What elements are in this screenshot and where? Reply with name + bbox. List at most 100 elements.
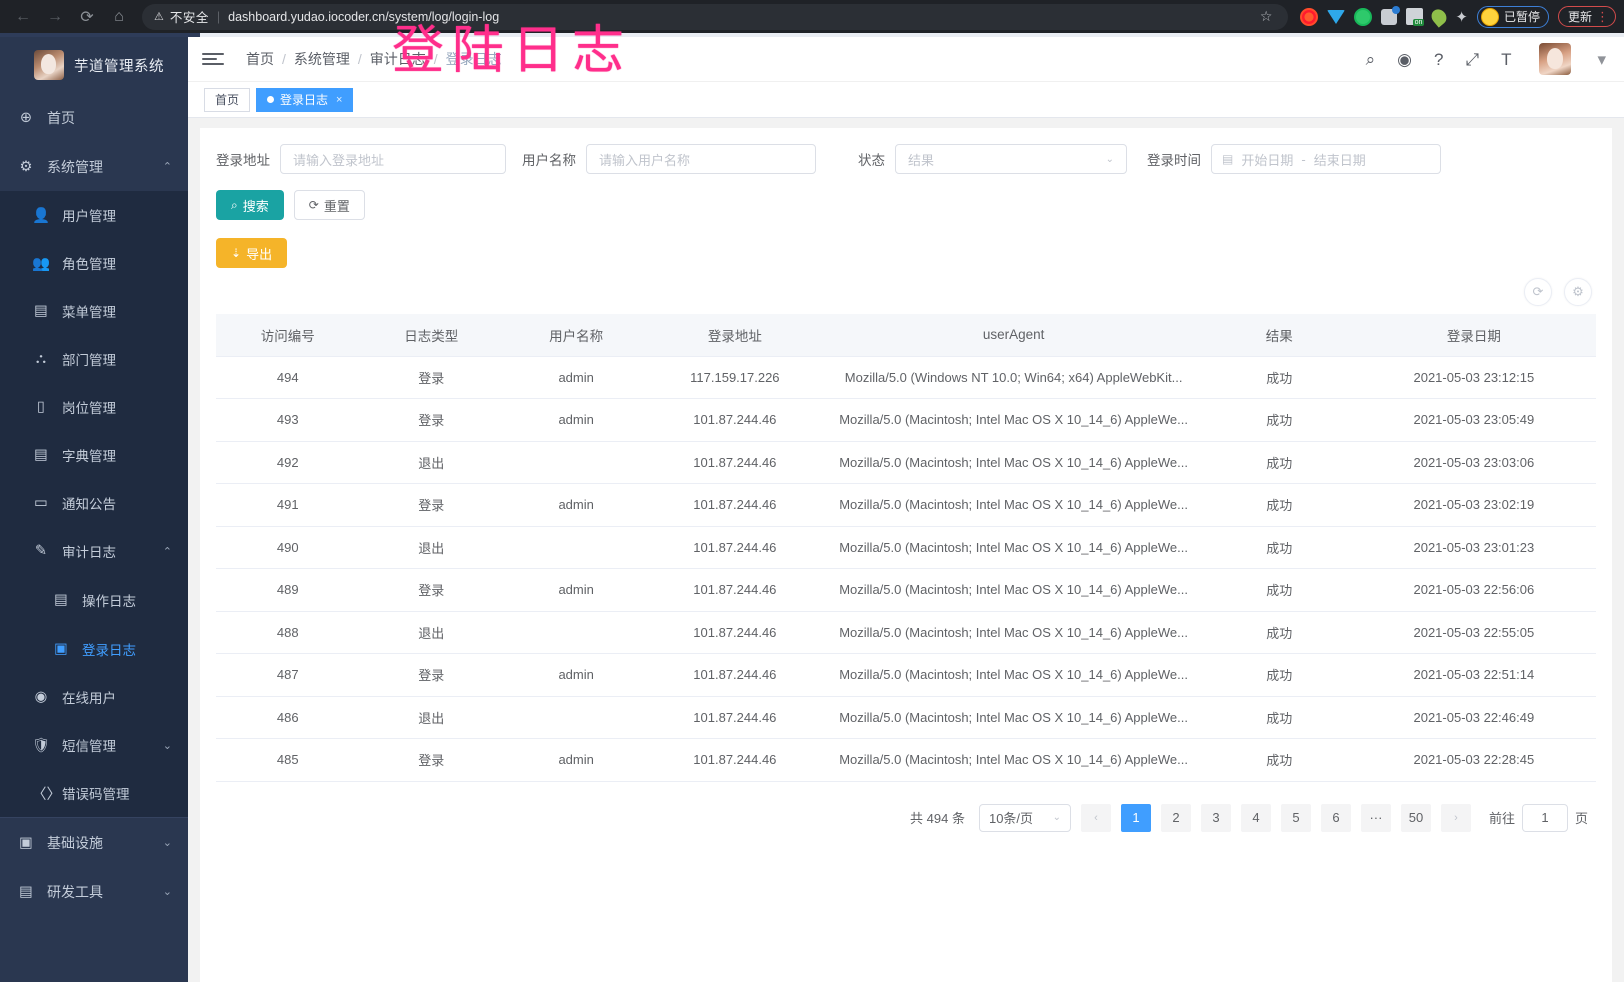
cell-result: 成功 [1206,738,1352,782]
server-icon: ▣ [19,834,33,851]
sidebar-item-home[interactable]: ⊕ 首页 [0,93,188,142]
leaf-extension-icon[interactable] [1428,5,1450,28]
breadcrumb-item-home[interactable]: 首页 [246,51,274,67]
home-icon[interactable]: ⌂ [114,7,124,25]
export-button[interactable]: ⇣ 导出 [216,238,288,268]
column-settings-icon[interactable]: ⚙ [1564,278,1592,306]
close-icon[interactable]: × [336,93,343,106]
sidebar-item-user-mgmt[interactable]: 👤 用户管理 [0,191,188,239]
page-button-1[interactable]: 1 [1120,803,1151,832]
sidebar-item-infrastructure[interactable]: ▣ 基础设施 ⌄ [0,818,188,867]
table-row[interactable]: 493 登录 admin 101.87.244.46 Mozilla/5.0 (Maci… [216,398,1596,442]
forward-icon[interactable]: → [47,7,63,25]
page-button-4[interactable]: 4 [1240,803,1271,832]
cell-login-date: 2021-05-03 22:28:45 [1351,738,1596,782]
table-row[interactable]: 492 退出 101.87.244.46 Mozilla/5.0 (Macintosh… [216,441,1596,484]
reload-icon[interactable]: ⟳ [80,8,94,26]
address-bar[interactable]: ⚠ 不安全 | dashboard.yudao.iocoder.cn/syste… [142,3,1289,30]
page-ellipsis[interactable]: ··· [1360,803,1391,832]
bookmark-star-icon[interactable]: ☆ [1259,8,1273,24]
avatar[interactable] [1539,43,1572,75]
sidebar-item-operation-log[interactable]: ▤ 操作日志 [0,575,188,624]
sidebar-item-role-mgmt[interactable]: 👥 角色管理 [0,239,188,287]
cell-useragent: Mozilla/5.0 (Macintosh; Intel Mac OS X 1… [820,696,1207,739]
fullscreen-icon[interactable]: ⤢ [1465,49,1480,69]
cell-result: 成功 [1206,355,1352,399]
gear-icon: ⚙ [19,158,33,175]
next-page-button[interactable]: › [1440,803,1471,832]
page-button-2[interactable]: 2 [1160,803,1191,832]
page-size-select[interactable]: 10条/页 ⌄ [978,803,1071,832]
breadcrumb-item-system[interactable]: 系统管理 [293,51,350,67]
sidebar-item-dept-mgmt[interactable]: ⛬ 部门管理 [0,335,188,383]
sidebar-toggle-icon[interactable] [202,48,224,70]
table-row[interactable]: 494 登录 admin 117.159.17.226 Mozilla/5.0 (Win… [216,355,1596,399]
search-button[interactable]: ⌕ 搜索 [216,190,284,220]
cell-username [503,696,650,739]
breadcrumb-item-audit[interactable]: 审计日志 [369,51,426,67]
toggle-on-extension-icon[interactable] [1406,8,1425,26]
browser-menu-icon[interactable]: ⋮ [1596,9,1610,24]
table-row[interactable]: 488 退出 101.87.244.46 Mozilla/5.0 (Macintosh… [216,611,1596,654]
prev-page-button[interactable]: ‹ [1080,803,1111,832]
sidebar-item-system[interactable]: ⚙ 系统管理 ⌃ [0,142,188,191]
brand[interactable]: 芋道管理系统 [0,37,188,93]
sidebar-item-dict-mgmt[interactable]: ▤ 字典管理 [0,431,188,479]
login-time-daterange[interactable]: ▤ 开始日期 - 结束日期 [1211,144,1441,174]
sidebar-item-label: 角色管理 [62,257,116,272]
puzzle-extensions-icon[interactable]: ✦ [1455,8,1468,26]
login-log-table: 访问编号 日志类型 用户名称 登录地址 userAgent 结果 登录日期 49… [216,314,1596,782]
page-button-5[interactable]: 5 [1280,803,1311,832]
sidebar-item-error-code[interactable]: 〈〉 错误码管理 [0,769,188,817]
refresh-icon[interactable]: ⟳ [1524,278,1552,306]
paused-profile-chip[interactable]: 已暂停 [1476,5,1549,28]
sidebar-item-notice[interactable]: ▭ 通知公告 [0,479,188,527]
cell-result: 成功 [1206,483,1352,527]
sidebar-item-sms-mgmt[interactable]: 🛡 短信管理 ⌄ [0,721,188,769]
field-login-time: 登录时间 ▤ 开始日期 - 结束日期 [1147,144,1441,174]
help-icon[interactable]: ? [1433,49,1444,69]
page-button-6[interactable]: 6 [1320,803,1351,832]
field-status: 状态 结果 ⌄ [858,144,1127,174]
col-header-useragent: userAgent [820,314,1207,357]
wechat-extension-icon[interactable] [1354,7,1373,26]
back-icon[interactable]: ← [15,7,31,25]
diamond-extension-icon[interactable] [1327,9,1346,24]
font-size-icon[interactable]: T [1501,49,1512,69]
sidebar-item-menu-mgmt[interactable]: ▤ 菜单管理 [0,287,188,335]
table-row[interactable]: 487 登录 admin 101.87.244.46 Mozilla/5.0 (Maci… [216,653,1596,697]
sidebar-item-label: 在线用户 [62,691,116,706]
login-addr-input[interactable]: 请输入登录地址 [280,144,506,174]
table-row[interactable]: 490 退出 101.87.244.46 Mozilla/5.0 (Macintosh… [216,526,1596,569]
export-row: ⇣ 导出 [216,238,1596,268]
notes-extension-icon[interactable] [1381,5,1401,25]
chevron-down-icon: ⌄ [1105,153,1114,165]
page-button-3[interactable]: 3 [1200,803,1231,832]
table-row[interactable]: 489 登录 admin 101.87.244.46 Mozilla/5.0 (Maci… [216,568,1596,612]
sidebar-item-post-mgmt[interactable]: ▯ 岗位管理 [0,383,188,431]
user-name-input[interactable]: 请输入用户名称 [586,144,816,174]
update-chip[interactable]: 更新 ⋮ [1557,6,1616,27]
table-row[interactable]: 491 登录 admin 101.87.244.46 Mozilla/5.0 (Maci… [216,483,1596,527]
table-row[interactable]: 486 退出 101.87.244.46 Mozilla/5.0 (Macintosh… [216,696,1596,739]
reset-button[interactable]: ⟳ 重置 [293,190,365,220]
github-icon[interactable]: ◉ [1397,49,1412,69]
sidebar-item-label: 短信管理 [62,739,116,754]
sidebar-item-dev-tools[interactable]: ▤ 研发工具 ⌄ [0,867,188,916]
tab-home[interactable]: 首页 [204,87,251,112]
chevron-down-icon: ⌄ [1052,812,1061,823]
tab-label: 首页 [215,93,240,107]
tab-login-log[interactable]: 登录日志 × [256,87,354,112]
chevron-down-icon[interactable]: ▾ [1597,49,1606,69]
document-icon: ▤ [54,591,68,608]
table-row[interactable]: 485 登录 admin 101.87.244.46 Mozilla/5.0 (Maci… [216,738,1596,782]
cell-result: 成功 [1206,526,1352,569]
sidebar-item-audit-log[interactable]: ✎ 审计日志 ⌃ [0,527,188,575]
sidebar-item-login-log[interactable]: ▣ 登录日志 [0,624,188,673]
sidebar-item-online-users[interactable]: ◉ 在线用户 [0,673,188,721]
opera-icon[interactable] [1300,7,1319,26]
page-button-50[interactable]: 50 [1400,803,1431,832]
status-select[interactable]: 结果 ⌄ [895,144,1127,174]
jump-page-input[interactable]: 1 [1521,803,1568,832]
search-icon[interactable]: ⌕ [1365,49,1376,69]
